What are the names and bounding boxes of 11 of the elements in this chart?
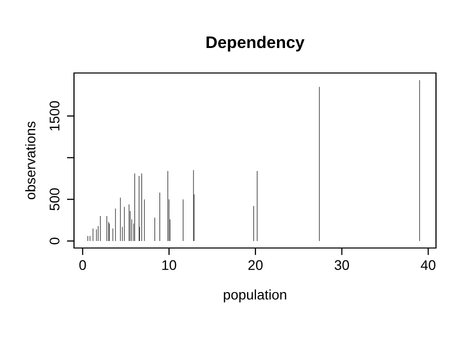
x-tick-label: 0 xyxy=(79,260,86,270)
y-tick-label: 0 xyxy=(50,238,60,244)
y-tick-label: 1500 xyxy=(50,101,60,130)
x-axis-title: population xyxy=(224,289,286,302)
y-tick-label: 500 xyxy=(50,188,60,210)
x-tick-label: 10 xyxy=(162,260,176,270)
y-axis-title: observations xyxy=(25,122,36,200)
chart-title: Dependency xyxy=(206,36,304,52)
x-tick-label: 20 xyxy=(248,260,263,270)
x-tick-label: 30 xyxy=(334,260,350,270)
x-tick-label: 40 xyxy=(420,260,436,270)
